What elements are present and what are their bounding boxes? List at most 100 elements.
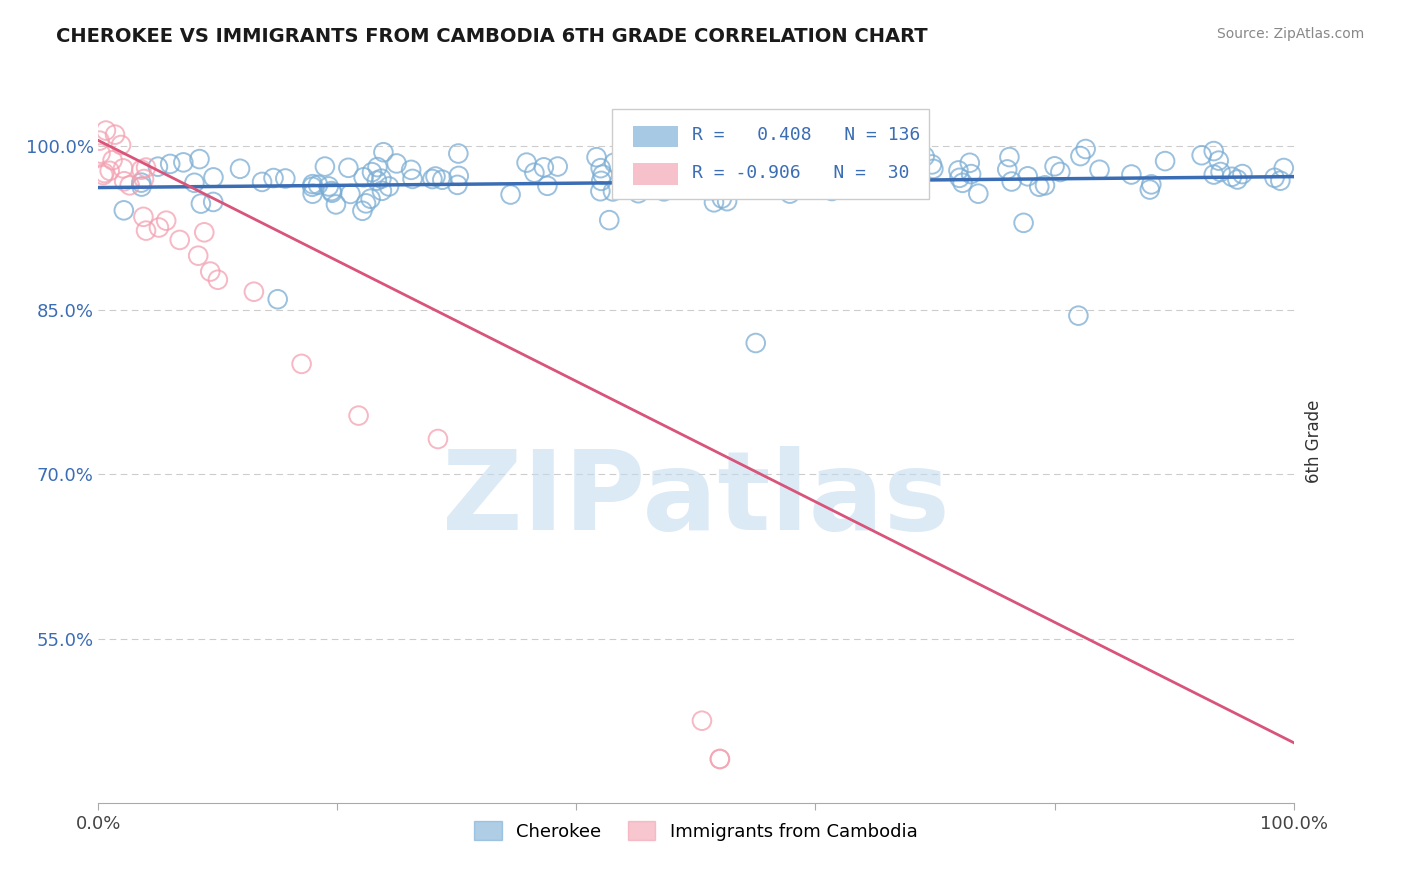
Text: R =   0.408   N = 136: R = 0.408 N = 136 <box>692 126 921 145</box>
Point <box>378 179 401 194</box>
Text: R = -0.906   N =  30: R = -0.906 N = 30 <box>692 164 910 182</box>
Point <box>1028 179 1050 194</box>
Point <box>1139 182 1161 196</box>
Point <box>183 176 205 190</box>
Point <box>602 185 624 199</box>
Point <box>1272 161 1295 175</box>
Point <box>200 264 222 278</box>
Point <box>914 149 936 163</box>
Point <box>132 172 155 186</box>
Point <box>1067 309 1090 323</box>
Point <box>668 161 690 175</box>
Point <box>94 123 117 137</box>
Point <box>446 178 468 192</box>
Point <box>148 220 170 235</box>
Point <box>896 168 918 182</box>
Point <box>112 174 135 188</box>
Point <box>321 186 343 200</box>
Point <box>619 167 641 181</box>
Y-axis label: 6th Grade: 6th Grade <box>1305 400 1323 483</box>
Point <box>859 145 882 159</box>
Point <box>301 179 323 194</box>
Point <box>193 225 215 239</box>
Point <box>627 186 650 201</box>
Point <box>159 157 181 171</box>
Point <box>172 155 194 169</box>
Point <box>821 184 844 198</box>
Point <box>1001 174 1024 188</box>
Point <box>426 432 449 446</box>
Point <box>131 162 153 177</box>
Point <box>756 161 779 175</box>
Point <box>703 195 725 210</box>
Point <box>536 178 558 193</box>
Point <box>385 156 408 170</box>
Point <box>352 203 374 218</box>
Point <box>803 164 825 178</box>
Point <box>190 196 212 211</box>
Point <box>710 192 733 206</box>
Point <box>728 157 751 171</box>
FancyBboxPatch shape <box>613 109 929 200</box>
Point <box>366 173 388 187</box>
Text: Source: ZipAtlas.com: Source: ZipAtlas.com <box>1216 27 1364 41</box>
Point <box>547 160 569 174</box>
Point <box>948 170 970 185</box>
Point <box>146 160 169 174</box>
Point <box>1270 174 1292 188</box>
Point <box>250 175 273 189</box>
Point <box>790 165 813 179</box>
Point <box>207 273 229 287</box>
Point <box>112 203 135 218</box>
Point <box>274 171 297 186</box>
Point <box>1220 169 1243 184</box>
Point <box>499 187 522 202</box>
Point <box>135 224 157 238</box>
Point <box>709 752 731 766</box>
Point <box>533 161 555 175</box>
Point <box>370 171 392 186</box>
Point <box>960 167 983 181</box>
Point <box>373 145 395 160</box>
Point <box>360 192 382 206</box>
Point <box>516 155 538 169</box>
Point <box>718 153 741 168</box>
Point <box>169 233 191 247</box>
Point <box>592 168 614 182</box>
Point <box>679 170 702 185</box>
Point <box>856 175 879 189</box>
Point <box>752 180 775 194</box>
Point <box>112 161 135 176</box>
Point <box>118 178 141 193</box>
Point <box>202 194 225 209</box>
Point <box>922 161 945 176</box>
Point <box>692 180 714 194</box>
Point <box>789 163 811 178</box>
Point <box>706 154 728 169</box>
Point <box>995 162 1018 177</box>
Point <box>1202 144 1225 158</box>
Point <box>91 168 114 182</box>
Point <box>1074 142 1097 156</box>
Point <box>325 197 347 211</box>
Point <box>671 158 693 172</box>
Point <box>129 176 152 190</box>
Point <box>243 285 266 299</box>
Point <box>155 213 177 227</box>
Point <box>361 165 384 179</box>
Point <box>585 150 607 164</box>
Point <box>866 161 889 175</box>
Point <box>131 179 153 194</box>
Bar <box>633 126 678 147</box>
Point <box>998 150 1021 164</box>
Point <box>630 167 652 181</box>
Point <box>817 177 839 191</box>
Point <box>523 166 546 180</box>
Point <box>1088 162 1111 177</box>
Point <box>307 178 329 192</box>
Point <box>1140 178 1163 192</box>
Point <box>89 134 111 148</box>
Point <box>967 186 990 201</box>
Point <box>202 170 225 185</box>
Point <box>1232 167 1254 181</box>
